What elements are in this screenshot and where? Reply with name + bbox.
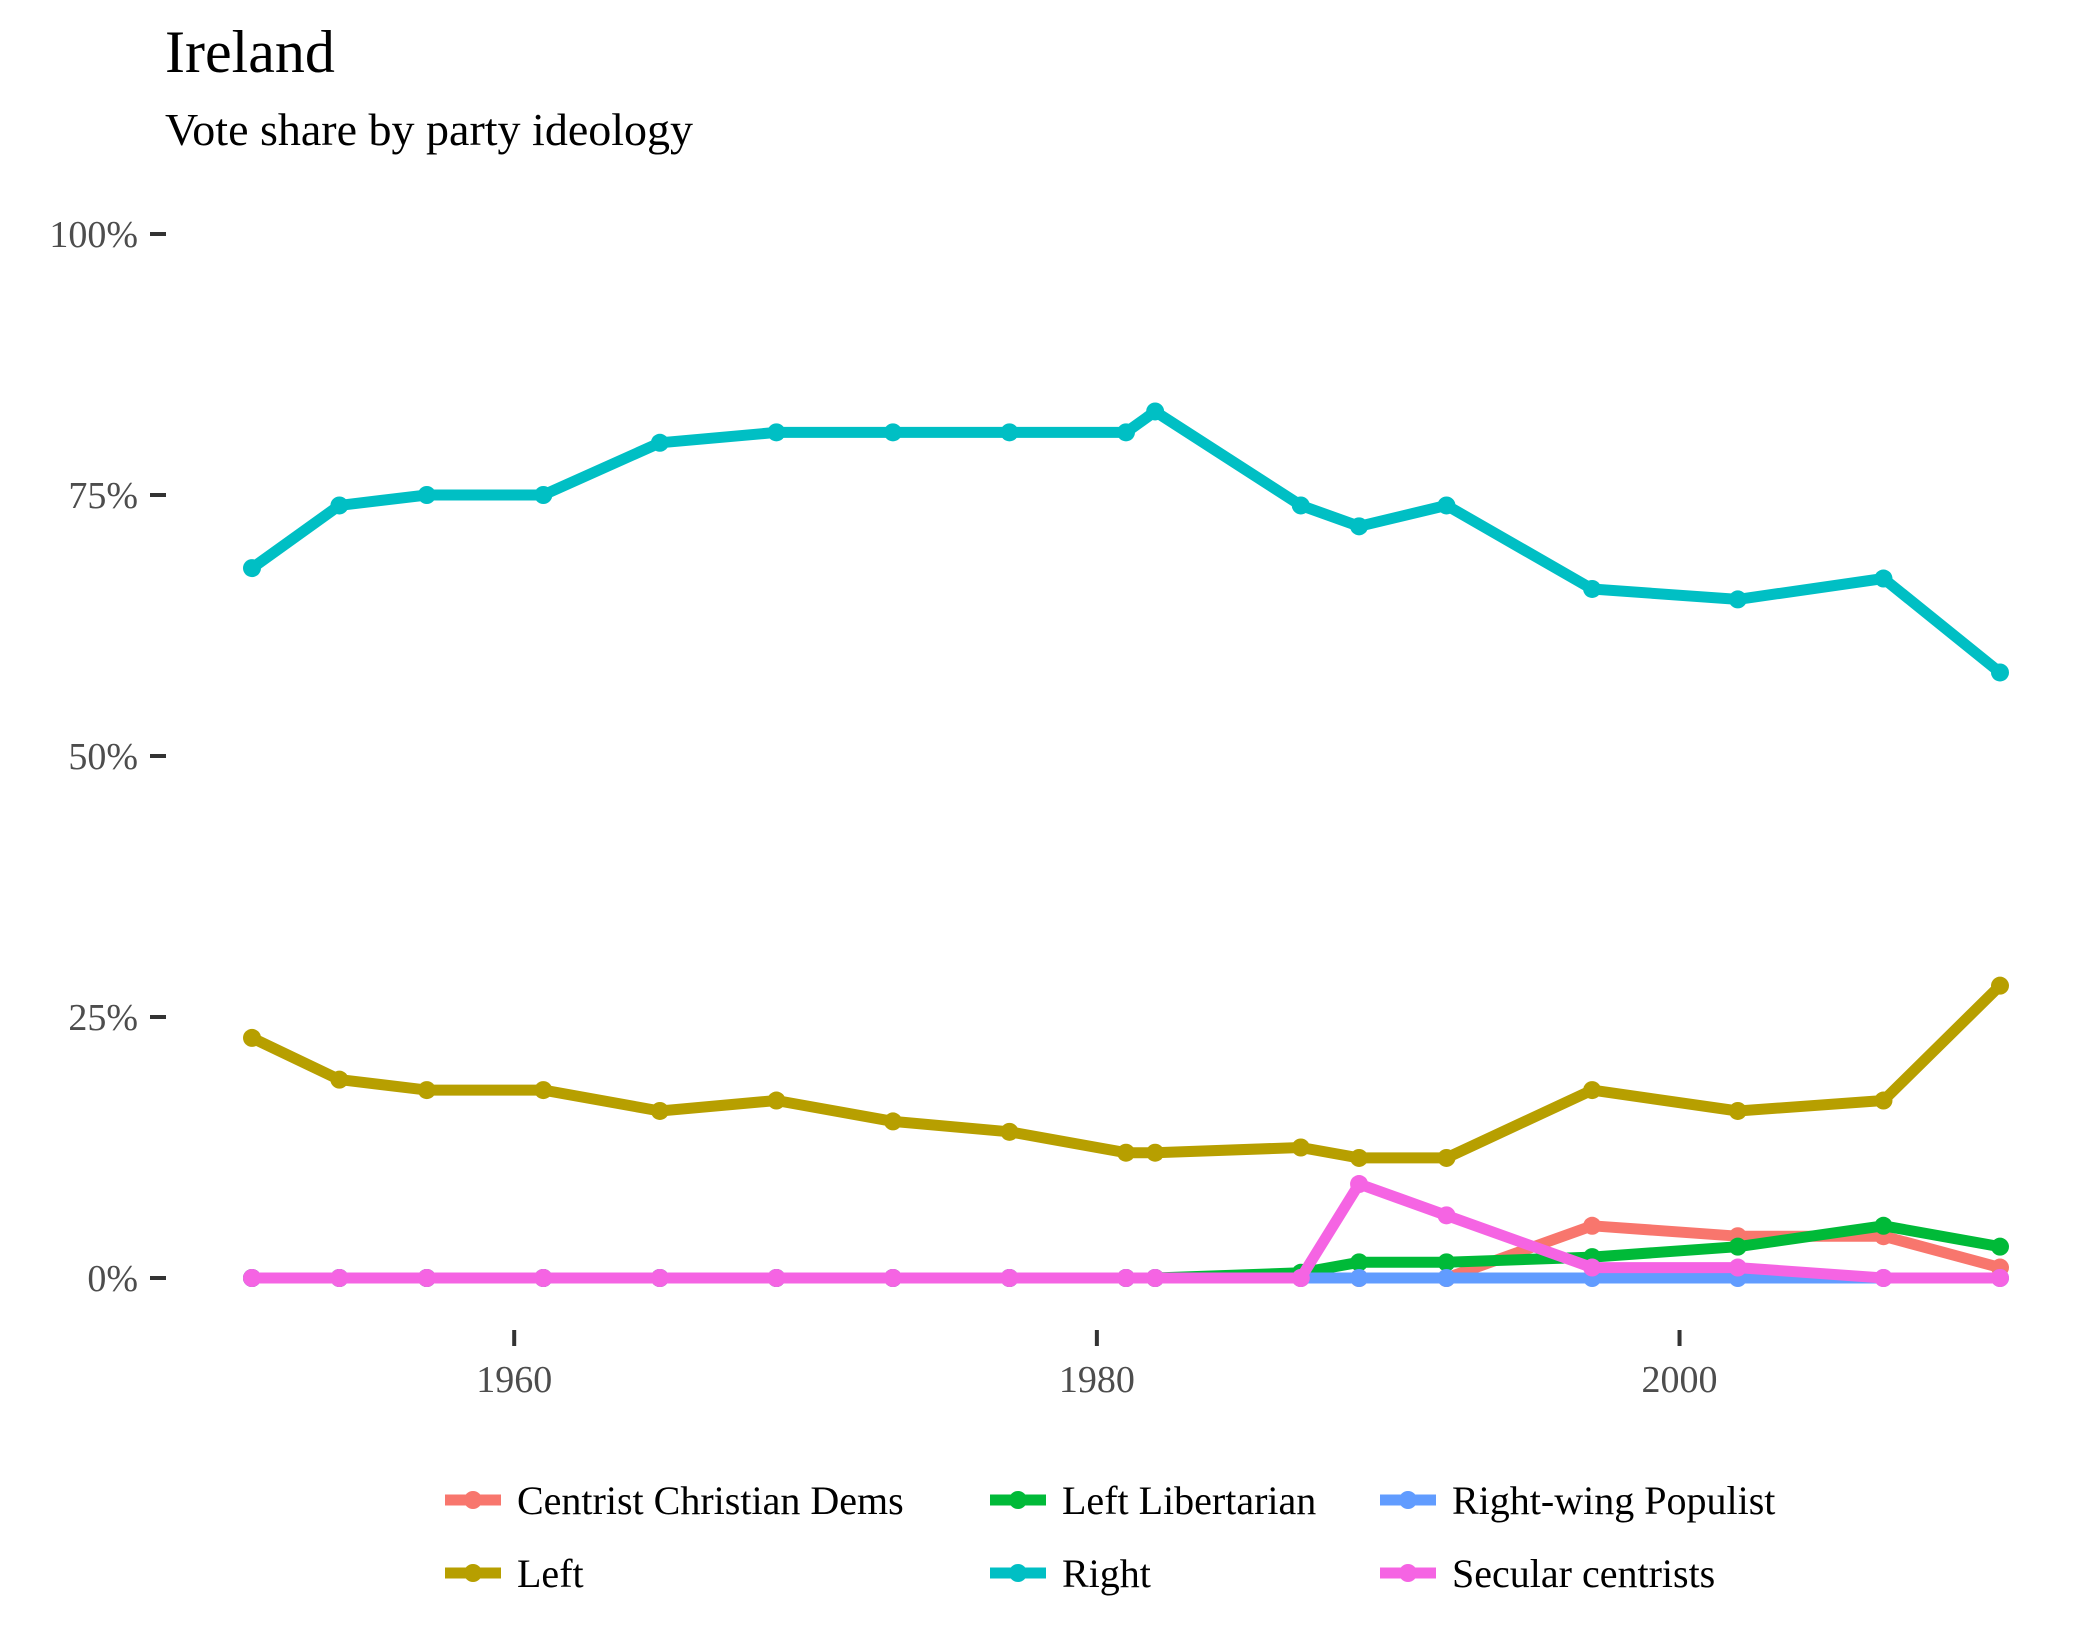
- chart-subtitle: Vote share by party ideology: [165, 104, 693, 155]
- legend-key-point: [1009, 1491, 1027, 1509]
- data-point: [1000, 1269, 1019, 1287]
- data-point: [1437, 496, 1456, 515]
- data-point: [534, 486, 553, 504]
- data-point: [1728, 1101, 1747, 1120]
- legend-label: Centrist Christian Dems: [517, 1478, 904, 1523]
- y-tick-label: 100%: [49, 214, 138, 256]
- data-point: [1437, 1148, 1456, 1167]
- data-point: [534, 1081, 553, 1100]
- data-point: [1728, 1258, 1747, 1277]
- series-secular-centrists: [243, 1175, 2009, 1287]
- data-point: [1000, 423, 1019, 442]
- data-point: [1437, 1206, 1456, 1225]
- legend-item: Left: [445, 1551, 584, 1596]
- data-point: [1728, 1237, 1747, 1256]
- legend-key-point: [1399, 1491, 1417, 1509]
- y-axis: 0% 25% 50% 75% 100%: [49, 214, 166, 1300]
- data-point: [1350, 1253, 1369, 1272]
- series-right: [243, 402, 2009, 682]
- data-point: [330, 1070, 349, 1089]
- data-point: [243, 1269, 261, 1287]
- data-point: [1291, 1269, 1310, 1287]
- legend-key-point: [1009, 1564, 1027, 1582]
- series-line-right: [246, 406, 2006, 678]
- data-point: [1350, 517, 1369, 536]
- data-point: [1437, 1253, 1456, 1272]
- data-point: [1350, 1269, 1369, 1287]
- legend-item: Left Libertarian: [990, 1478, 1316, 1523]
- data-point: [1117, 1143, 1135, 1162]
- data-point: [650, 1269, 669, 1287]
- data-point: [1291, 496, 1310, 515]
- data-point: [767, 1269, 786, 1287]
- plot-area: [243, 402, 2009, 1287]
- data-point: [1117, 423, 1135, 442]
- data-point: [417, 1269, 436, 1287]
- data-point: [1583, 1258, 1602, 1277]
- data-point: [1728, 590, 1747, 609]
- data-point: [534, 1269, 553, 1287]
- legend-key-point: [464, 1564, 482, 1582]
- y-tick-label: 50%: [68, 736, 138, 778]
- data-point: [243, 1028, 261, 1047]
- legend: Centrist Christian Dems Left Libertarian R…: [445, 1478, 1775, 1596]
- data-point: [1991, 976, 2009, 995]
- series-left: [243, 976, 2009, 1167]
- legend-key-point: [1399, 1564, 1417, 1582]
- x-tick-label: 1980: [1059, 1359, 1135, 1401]
- data-point: [1000, 1122, 1019, 1141]
- legend-label: Right-wing Populist: [1452, 1478, 1775, 1523]
- data-point: [330, 1269, 349, 1287]
- data-point: [1583, 1216, 1602, 1235]
- data-point: [417, 1081, 436, 1100]
- legend-label: Left Libertarian: [1062, 1478, 1316, 1523]
- x-tick-label: 1960: [476, 1359, 552, 1401]
- data-point: [330, 496, 349, 515]
- x-tick-label: 2000: [1642, 1359, 1718, 1401]
- y-tick-label: 0%: [87, 1258, 138, 1300]
- x-axis: 1960 1980 2000: [476, 1330, 1718, 1401]
- legend-label: Right: [1062, 1551, 1151, 1596]
- legend-item: Right: [990, 1551, 1151, 1596]
- chart-title: Ireland: [165, 19, 335, 85]
- legend-label: Left: [517, 1551, 584, 1596]
- data-point: [1874, 569, 1893, 588]
- data-point: [1146, 1269, 1165, 1287]
- data-point: [1350, 1175, 1369, 1194]
- data-point: [883, 423, 902, 442]
- data-point: [1146, 1143, 1165, 1162]
- y-tick-label: 25%: [68, 997, 138, 1039]
- data-point: [1437, 1269, 1456, 1287]
- data-point: [243, 559, 261, 578]
- legend-key-point: [464, 1491, 482, 1509]
- data-point: [650, 433, 669, 452]
- data-point: [1146, 402, 1165, 421]
- legend-label: Secular centrists: [1452, 1551, 1715, 1596]
- data-point: [1991, 1237, 2009, 1256]
- data-point: [767, 1091, 786, 1110]
- series-line-left: [246, 980, 2006, 1164]
- data-point: [1117, 1269, 1135, 1287]
- data-point: [1350, 1148, 1369, 1167]
- legend-item: Right-wing Populist: [1380, 1478, 1775, 1523]
- data-point: [1874, 1216, 1893, 1235]
- data-point: [767, 423, 786, 442]
- data-point: [1991, 663, 2009, 682]
- data-point: [1583, 579, 1602, 598]
- y-tick-label: 75%: [68, 475, 138, 517]
- data-point: [1874, 1091, 1893, 1110]
- data-point: [1583, 1081, 1602, 1100]
- data-point: [1991, 1269, 2009, 1287]
- data-point: [650, 1101, 669, 1120]
- legend-item: Centrist Christian Dems: [445, 1478, 904, 1523]
- data-point: [1874, 1269, 1893, 1287]
- data-point: [883, 1269, 902, 1287]
- data-point: [883, 1112, 902, 1131]
- data-point: [1291, 1138, 1310, 1157]
- data-point: [417, 486, 436, 504]
- legend-item: Secular centrists: [1380, 1551, 1715, 1596]
